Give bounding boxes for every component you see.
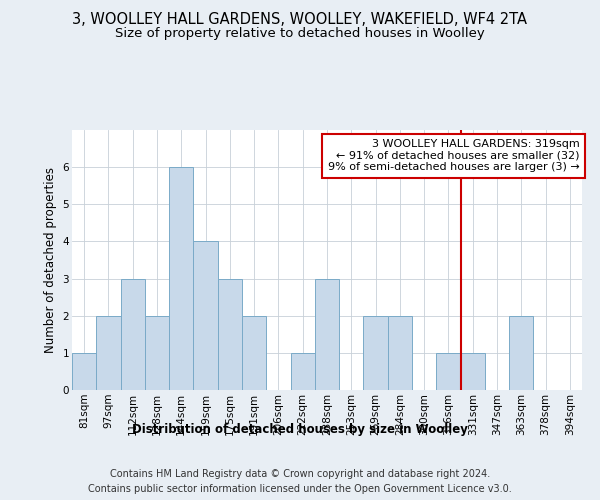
Bar [242, 316, 266, 390]
Bar [145, 316, 169, 390]
Bar [72, 353, 96, 390]
Bar [121, 278, 145, 390]
Text: 3 WOOLLEY HALL GARDENS: 319sqm
← 91% of detached houses are smaller (32)
9% of s: 3 WOOLLEY HALL GARDENS: 319sqm ← 91% of … [328, 140, 580, 172]
Text: 3, WOOLLEY HALL GARDENS, WOOLLEY, WAKEFIELD, WF4 2TA: 3, WOOLLEY HALL GARDENS, WOOLLEY, WAKEFI… [73, 12, 527, 28]
Bar [461, 353, 485, 390]
Y-axis label: Number of detached properties: Number of detached properties [44, 167, 57, 353]
Bar [364, 316, 388, 390]
Bar [436, 353, 461, 390]
Bar [509, 316, 533, 390]
Bar [96, 316, 121, 390]
Bar [169, 167, 193, 390]
Bar [315, 278, 339, 390]
Text: Size of property relative to detached houses in Woolley: Size of property relative to detached ho… [115, 28, 485, 40]
Bar [218, 278, 242, 390]
Bar [290, 353, 315, 390]
Bar [388, 316, 412, 390]
Text: Contains public sector information licensed under the Open Government Licence v3: Contains public sector information licen… [88, 484, 512, 494]
Bar [193, 242, 218, 390]
Text: Contains HM Land Registry data © Crown copyright and database right 2024.: Contains HM Land Registry data © Crown c… [110, 469, 490, 479]
Text: Distribution of detached houses by size in Woolley: Distribution of detached houses by size … [132, 422, 468, 436]
